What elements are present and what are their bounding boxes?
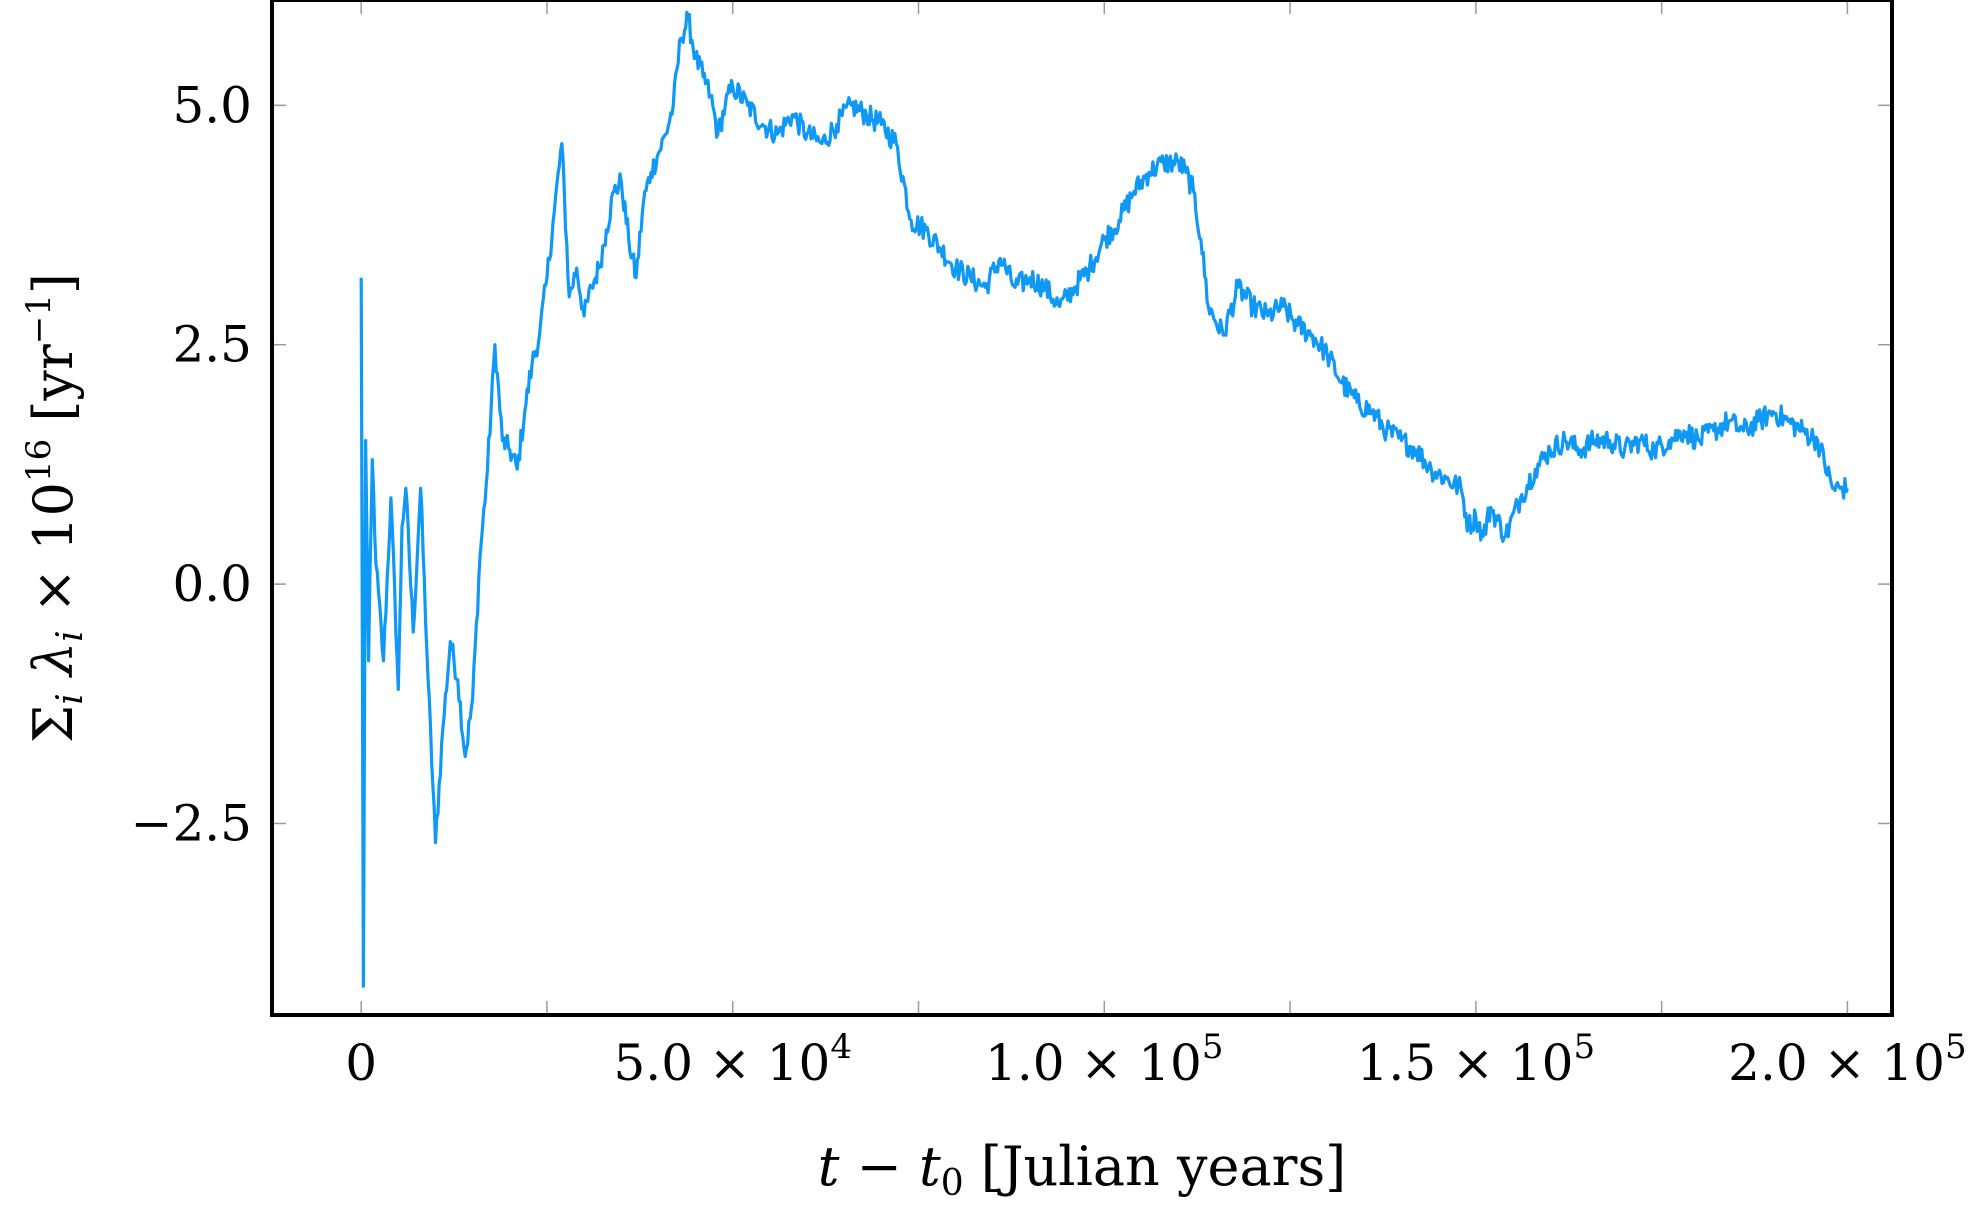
y-tick-labels: −2.5 0.0 2.5 5.0	[131, 76, 252, 852]
y-tick-label: 0.0	[172, 555, 252, 613]
x-tick-label: 1.0 × 105	[985, 1027, 1223, 1092]
y-tick-label: 2.5	[172, 316, 252, 374]
series-line	[359, 10, 1849, 988]
y-tick-label: 5.0	[172, 76, 252, 134]
plot-area	[359, 10, 1849, 988]
x-tick-label: 1.5 × 105	[1357, 1027, 1595, 1092]
x-tick-label: 2.0 × 105	[1728, 1027, 1966, 1092]
plot-frame	[270, 0, 1894, 1017]
ticks-layer	[272, 0, 1892, 1015]
x-tick-label: 0	[345, 1034, 377, 1092]
x-tick-labels: 0 5.0 × 104 1.0 × 105 1.5 × 105 2.0 × 105	[345, 1027, 1966, 1092]
x-tick-label: 5.0 × 104	[613, 1027, 851, 1092]
y-tick-label: −2.5	[131, 794, 252, 852]
y-axis-label: Σi λi × 1016 [yr−1]	[19, 273, 91, 743]
x-axis-label: t − t0 [Julian years]	[818, 1135, 1346, 1204]
